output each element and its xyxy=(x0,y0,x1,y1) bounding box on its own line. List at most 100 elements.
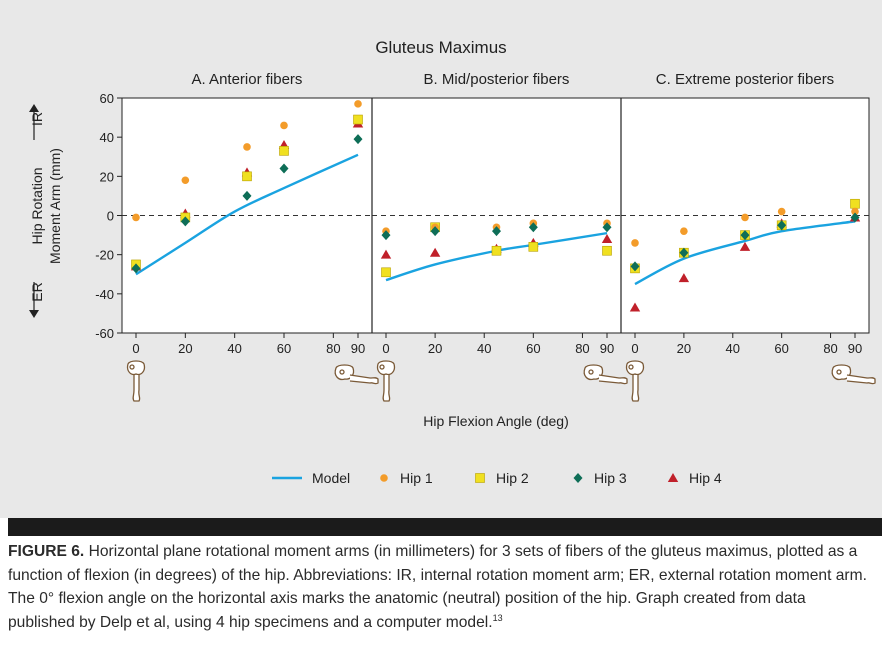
hip2-point xyxy=(381,267,391,278)
bone-joint xyxy=(628,364,634,370)
y-axis-label: Hip Rotation xyxy=(29,167,45,244)
hip1-point xyxy=(851,207,859,216)
y-tick-label: 0 xyxy=(107,209,114,224)
hip4-point xyxy=(629,302,641,312)
x-tick-label: 40 xyxy=(227,341,241,356)
femur-neutral-icon xyxy=(126,360,146,402)
x-tick-label: 80 xyxy=(575,341,589,356)
caption-reference: 13 xyxy=(492,612,503,623)
x-tick-label: 90 xyxy=(600,341,614,356)
bone-joint xyxy=(836,369,842,375)
x-tick-label: 0 xyxy=(631,341,638,356)
hip4-point xyxy=(380,249,392,259)
ir-arrow-head xyxy=(29,104,39,112)
x-tick-label: 20 xyxy=(428,341,442,356)
x-tick-label: 80 xyxy=(823,341,837,356)
hip1-point xyxy=(243,143,251,151)
model-curve xyxy=(135,153,359,276)
y-tick-label: 40 xyxy=(100,130,114,145)
hip3-point xyxy=(850,212,860,223)
er-arrow-head xyxy=(29,310,39,318)
bone-shaft xyxy=(846,374,876,385)
chart-title: Gluteus Maximus xyxy=(375,38,506,57)
bone-shaft xyxy=(631,375,640,402)
hip3-point xyxy=(279,163,289,174)
x-tick-label: 60 xyxy=(277,341,291,356)
caption-label: FIGURE 6. xyxy=(8,543,85,560)
model-curve xyxy=(634,220,856,286)
hip1-point xyxy=(280,121,288,130)
y-tick-label: 60 xyxy=(100,91,114,106)
panel-title: C. Extreme posterior fibers xyxy=(656,71,834,88)
figure-caption: FIGURE 6. Horizontal plane rotational mo… xyxy=(8,540,876,634)
x-tick-label: 80 xyxy=(326,341,340,356)
legend-label: Hip 3 xyxy=(594,470,627,486)
bone-joint xyxy=(379,364,385,370)
hip2-point xyxy=(353,114,363,125)
hip2-point xyxy=(491,245,502,256)
x-tick-label: 40 xyxy=(477,341,491,356)
bone-shaft xyxy=(598,374,628,385)
x-tick-label: 20 xyxy=(677,341,691,356)
hip3-point xyxy=(131,263,141,274)
hip3-point xyxy=(242,190,252,201)
bone-shaft xyxy=(382,375,391,402)
legend-square-swatch xyxy=(475,473,485,483)
x-tick-label: 60 xyxy=(526,341,540,356)
hip3-point xyxy=(492,226,501,237)
hip2-point xyxy=(850,198,860,209)
femur-neutral-icon xyxy=(376,360,396,402)
hip2-point xyxy=(602,245,612,256)
y-tick-label: 20 xyxy=(100,169,114,184)
femur-flexed-icon xyxy=(334,364,379,385)
legend-label: Hip 2 xyxy=(496,470,529,486)
hip3-point xyxy=(679,247,689,258)
hip3-point xyxy=(602,222,612,233)
x-tick-label: 60 xyxy=(774,341,788,356)
er-label: ER xyxy=(29,282,45,301)
x-axis-label: Hip Flexion Angle (deg) xyxy=(423,413,569,429)
caption-divider xyxy=(8,518,882,536)
femur-flexed-icon xyxy=(583,364,628,385)
hip1-point xyxy=(777,207,786,216)
hip2-point xyxy=(242,171,252,182)
y-tick-label: -60 xyxy=(95,326,114,341)
legend-diamond-swatch xyxy=(573,473,583,483)
hip2-point xyxy=(279,146,289,156)
legend-circle-swatch xyxy=(380,474,388,482)
bone-joint xyxy=(129,364,135,370)
legend-label: Model xyxy=(312,470,350,486)
y-axis-label: Moment Arm (mm) xyxy=(47,148,63,264)
bone-shaft xyxy=(132,375,141,402)
panel-title: B. Mid/posterior fibers xyxy=(424,71,570,88)
hip4-point xyxy=(678,273,690,283)
bone-shaft xyxy=(349,374,379,385)
hip3-point xyxy=(180,216,190,227)
hip4-point xyxy=(739,241,751,251)
bone-head xyxy=(376,360,396,376)
bone-head xyxy=(126,360,146,376)
hip1-point xyxy=(741,213,749,222)
bone-joint xyxy=(588,369,594,375)
hip3-point xyxy=(430,226,440,237)
hip3-point xyxy=(381,230,391,241)
ir-label: IR xyxy=(29,112,45,126)
y-tick-label: -20 xyxy=(95,248,114,263)
bone-head xyxy=(625,360,645,376)
x-tick-label: 0 xyxy=(382,341,389,356)
chart: Gluteus Maximus -60 -40 -20 0 20 40 60 Hip Rotat… xyxy=(29,38,876,486)
legend-triangle-swatch xyxy=(667,473,679,482)
panel-title: A. Anterior fibers xyxy=(192,71,303,88)
hip4-point xyxy=(429,247,441,257)
x-tick-label: 0 xyxy=(132,341,139,356)
y-tick-label: -40 xyxy=(95,287,114,302)
x-tick-label: 40 xyxy=(726,341,740,356)
x-tick-label: 20 xyxy=(178,341,192,356)
femur-neutral-icon xyxy=(625,360,645,402)
x-tick-label: 90 xyxy=(351,341,365,356)
hip1-point xyxy=(181,176,190,185)
hip3-point xyxy=(740,230,750,241)
hip3-point xyxy=(528,222,538,233)
hip4-point xyxy=(601,234,613,243)
hip1-point xyxy=(631,239,639,247)
